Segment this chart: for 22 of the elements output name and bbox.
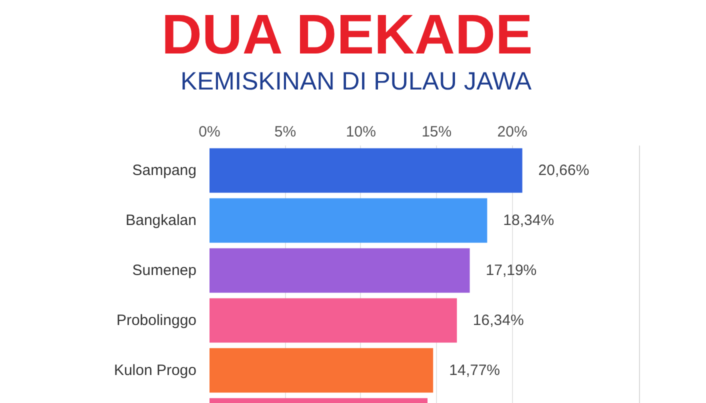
y-tick-label: Bangkalan: [126, 212, 197, 229]
data-label: 20,66%: [538, 162, 590, 179]
bar: [210, 148, 522, 193]
x-tick-label: 10%: [346, 124, 376, 140]
x-tick-label: 20%: [497, 124, 528, 140]
chart-title: DUA DEKADE: [162, 2, 533, 66]
data-label: 14,77%: [449, 362, 500, 379]
y-tick-label: Sampang: [132, 162, 197, 179]
y-tick-label: Kulon Progo: [114, 362, 197, 379]
data-label: 18,34%: [503, 212, 554, 229]
data-label: 16,34%: [472, 312, 524, 329]
x-tick-label: 15%: [422, 124, 452, 140]
y-tick-label: Probolinggo: [116, 312, 196, 329]
y-tick-label: Sumenep: [132, 262, 197, 279]
bar: [210, 198, 488, 243]
bar: [210, 298, 457, 343]
chart-subtitle: KEMISKINAN DI PULAU JAWA: [180, 68, 532, 96]
bar: [210, 248, 470, 293]
x-tick-label: 5%: [274, 124, 296, 140]
x-tick-label: 0%: [198, 124, 220, 140]
data-label: 17,19%: [486, 262, 537, 279]
bar: [210, 348, 434, 393]
